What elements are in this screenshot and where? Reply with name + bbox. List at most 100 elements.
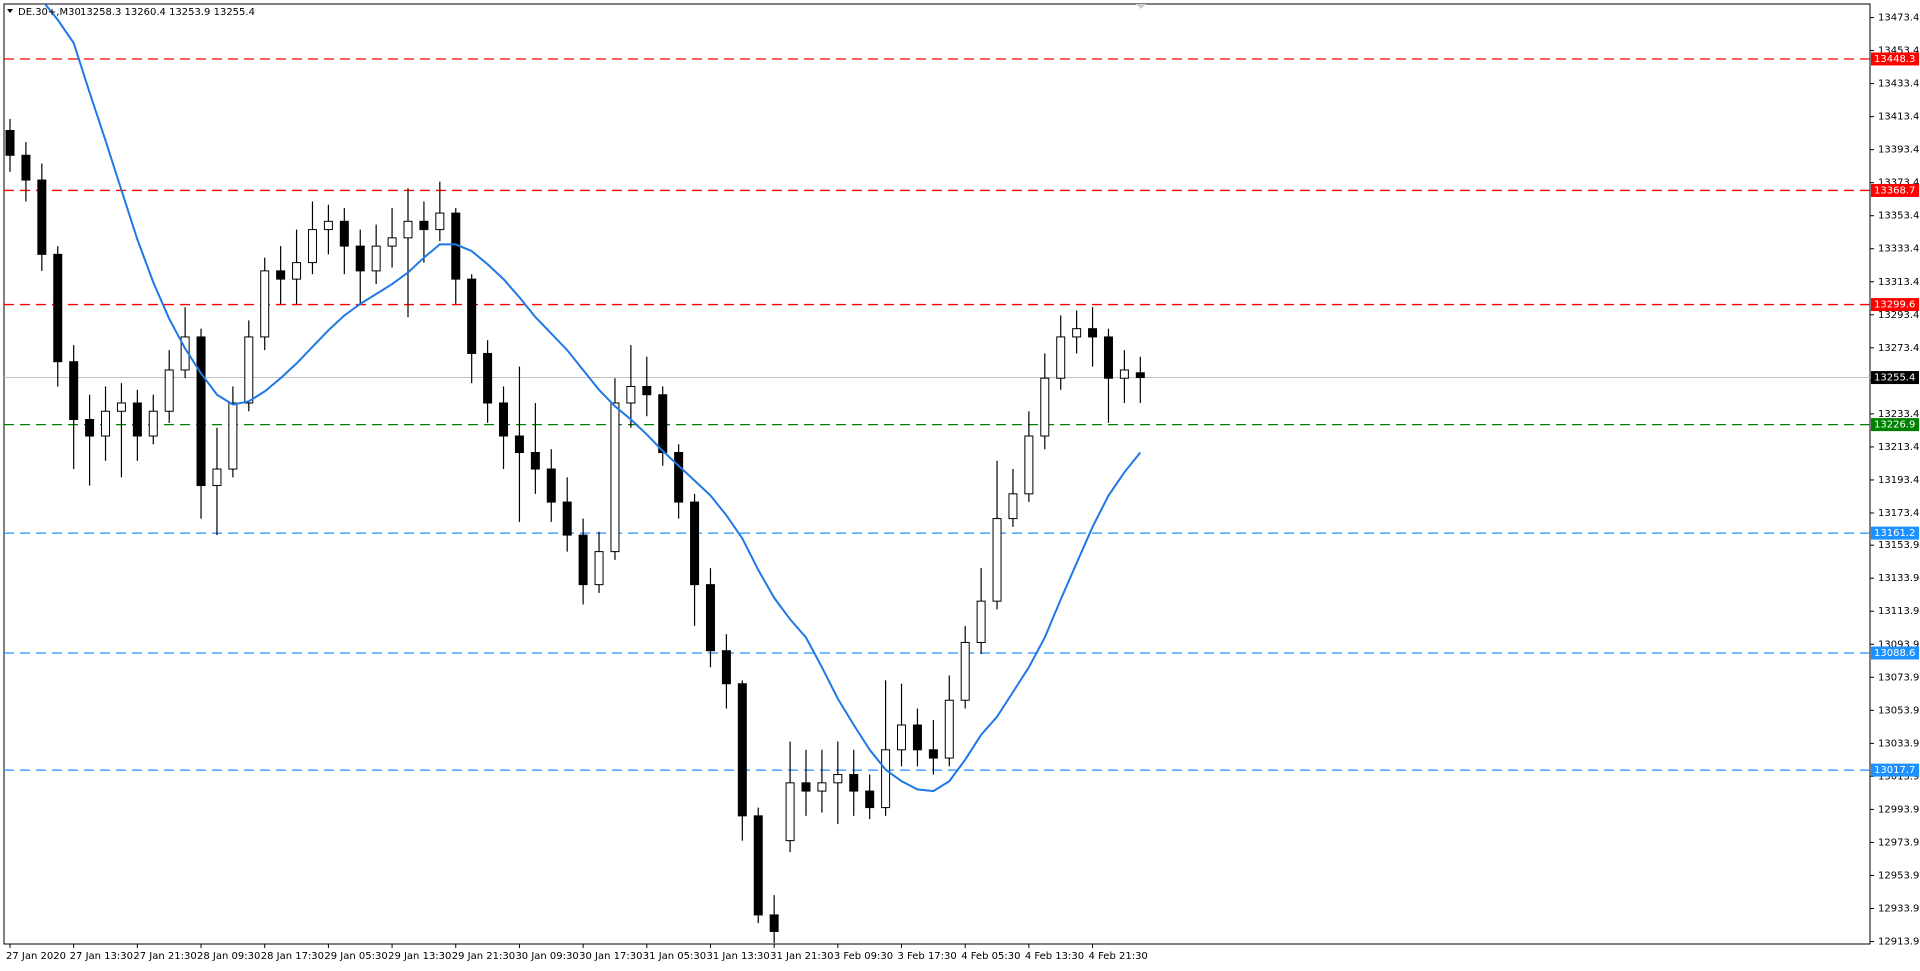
x-tick-label: 4 Feb 13:30 — [1025, 951, 1084, 962]
candle-body — [483, 352, 493, 404]
candle-body — [276, 270, 286, 280]
price-tag-label: 13226.9 — [1874, 420, 1915, 431]
x-tick-label: 3 Feb 09:30 — [834, 951, 893, 962]
candle-body — [721, 650, 731, 685]
y-tick-label: 13413.4 — [1878, 112, 1919, 123]
moving-average — [43, 4, 1142, 793]
candle-body — [419, 220, 429, 231]
candle-body — [737, 683, 747, 817]
candle-body — [355, 245, 365, 272]
price-tag — [1871, 183, 1919, 197]
candle-body — [912, 724, 922, 751]
candle-body — [530, 452, 540, 470]
candle-body — [976, 600, 986, 643]
candle-body — [101, 410, 111, 437]
ohlc-readout: 13258.3 13260.4 13253.9 13255.4 — [80, 7, 255, 18]
candle-body — [865, 790, 875, 809]
price-tag — [1871, 418, 1919, 432]
candle-body — [5, 130, 15, 156]
y-tick-label: 13193.4 — [1878, 475, 1919, 486]
candle-body — [196, 336, 206, 487]
candle-body — [148, 410, 158, 437]
candle-body — [307, 229, 317, 264]
candle-body — [69, 361, 79, 421]
menu-arrow — [7, 9, 13, 13]
plot-frame — [3, 3, 1871, 945]
x-tick-label: 4 Feb 21:30 — [1089, 951, 1148, 962]
candle-body — [499, 402, 509, 437]
candle-body — [817, 782, 827, 792]
candle-body — [833, 774, 843, 784]
candle-body — [849, 774, 859, 792]
candle-body — [435, 212, 445, 231]
price-tag-label: 13368.7 — [1874, 185, 1915, 196]
x-tick-label: 29 Jan 21:30 — [452, 951, 515, 962]
price-tag-label: 13299.6 — [1874, 300, 1915, 311]
plot-layer — [4, 4, 1870, 944]
candle-body — [292, 262, 302, 280]
price-tag — [1871, 526, 1919, 540]
x-tick-label: 29 Jan 05:30 — [324, 951, 387, 962]
y-tick-label: 13313.4 — [1878, 277, 1919, 288]
y-tick-label: 13273.4 — [1878, 343, 1919, 354]
x-tick-label: 4 Feb 05:30 — [961, 951, 1020, 962]
candle-body — [371, 245, 381, 272]
candle-body — [1040, 377, 1050, 437]
candle-body — [164, 369, 174, 412]
candle-body — [1008, 493, 1018, 520]
y-tick-label: 13293.4 — [1878, 310, 1919, 321]
candle-body — [610, 402, 620, 553]
candle-body — [960, 641, 970, 701]
y-tick-label: 13373.4 — [1878, 178, 1919, 189]
candle-body — [674, 452, 684, 503]
candle-body — [769, 914, 779, 932]
candle-body — [403, 220, 413, 239]
candle-body — [578, 534, 588, 586]
price-tag-label: 13017.7 — [1874, 765, 1915, 776]
candle-body — [1119, 369, 1129, 379]
x-tick-label: 27 Jan 2020 — [6, 951, 66, 962]
x-tick-label: 28 Jan 09:30 — [197, 951, 260, 962]
price-tag-label: 13161.2 — [1874, 528, 1915, 539]
x-tick-label: 31 Jan 21:30 — [770, 951, 833, 962]
y-tick-label: 13353.4 — [1878, 211, 1919, 222]
candle-body — [323, 220, 333, 231]
y-tick-label: 12953.9 — [1878, 870, 1919, 881]
candle-body — [212, 468, 222, 487]
candle-body — [85, 419, 95, 437]
candle-body — [1072, 328, 1082, 338]
y-tick-label: 13453.4 — [1878, 46, 1919, 57]
x-tick-label: 30 Jan 17:30 — [579, 951, 642, 962]
candle-body — [1056, 336, 1066, 379]
price-tag — [1871, 52, 1919, 66]
candle-body — [260, 270, 270, 338]
y-tick-label: 13073.9 — [1878, 672, 1919, 683]
chart-title: DE.30+,M30 — [18, 7, 81, 18]
y-tick-label: 13473.4 — [1878, 13, 1919, 24]
y-tick-label: 13113.9 — [1878, 606, 1919, 617]
candle-body — [690, 501, 700, 586]
candle-body — [1024, 435, 1034, 495]
candle-body — [514, 435, 524, 454]
candle-body — [642, 385, 652, 396]
y-tick-label: 13433.4 — [1878, 79, 1919, 90]
candle-body — [21, 154, 31, 181]
price-tag-label: 13088.6 — [1874, 648, 1915, 659]
y-tick-label: 13393.4 — [1878, 145, 1919, 156]
candle-body — [928, 749, 938, 759]
price-tag — [1871, 371, 1919, 385]
y-tick-label: 12973.9 — [1878, 837, 1919, 848]
y-tick-label: 12933.9 — [1878, 903, 1919, 914]
candle-body — [1135, 372, 1145, 379]
price-tag — [1871, 646, 1919, 660]
candle-body — [244, 336, 254, 404]
shift-marker — [1136, 4, 1146, 9]
price-tag — [1871, 763, 1919, 777]
candle-body — [116, 402, 126, 412]
price-tag-label: 13255.4 — [1874, 373, 1915, 384]
y-tick-label: 13013.9 — [1878, 771, 1919, 782]
x-tick-label: 30 Jan 09:30 — [515, 951, 578, 962]
y-tick-label: 13133.9 — [1878, 573, 1919, 584]
x-tick-label: 31 Jan 05:30 — [643, 951, 706, 962]
